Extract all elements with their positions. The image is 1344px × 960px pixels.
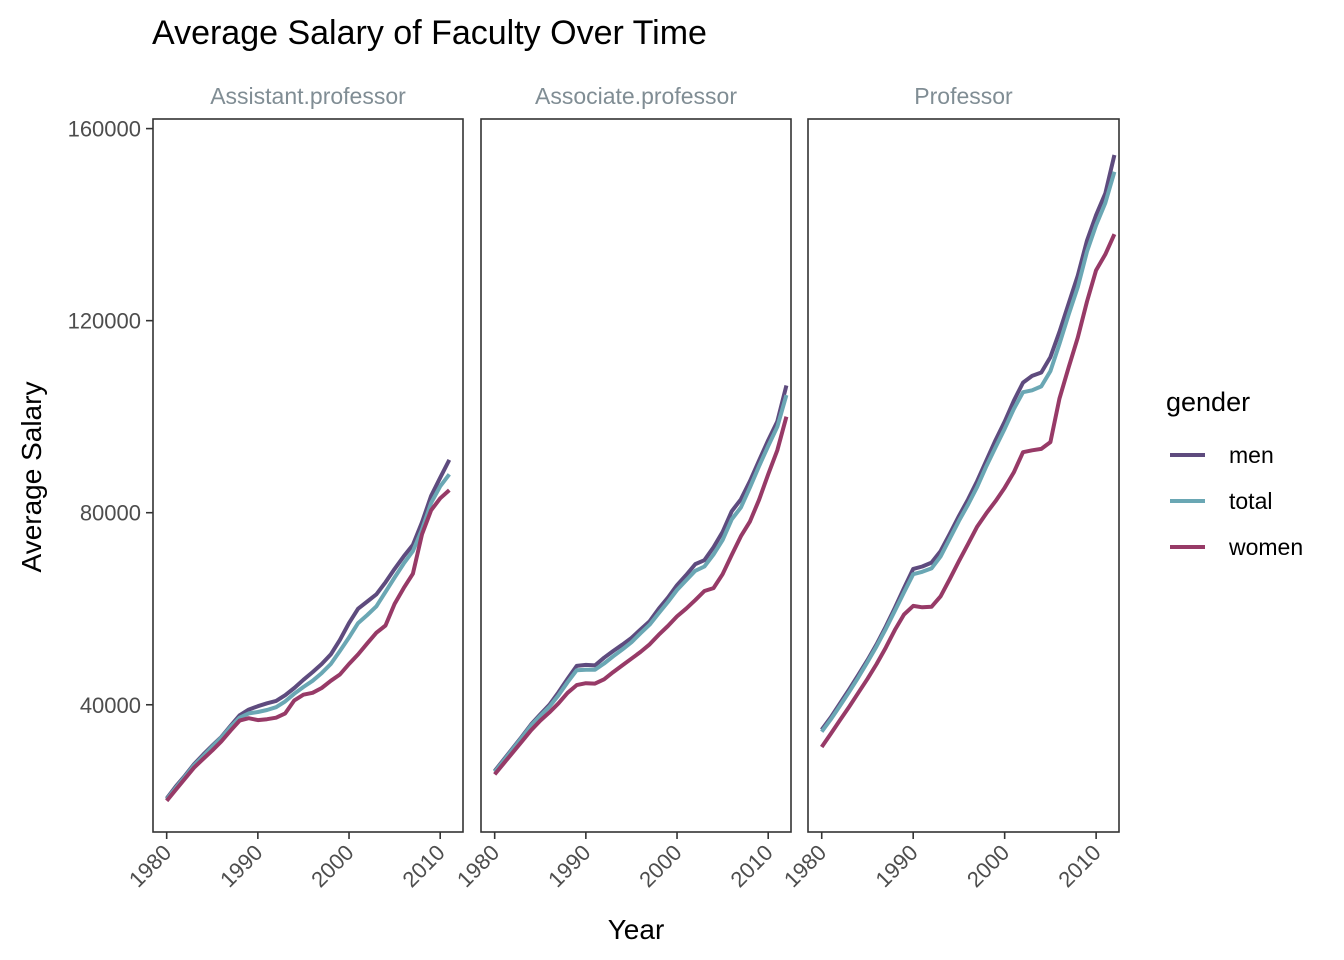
x-tick-label: 1990 <box>215 840 267 892</box>
legend-label: women <box>1228 534 1303 560</box>
facet-panels: Assistant.professor Associate.professor Pr… <box>152 83 1120 833</box>
x-axis-title: Year <box>608 914 665 945</box>
series-line-total <box>820 171 1117 733</box>
y-tick-label: 40000 <box>80 693 141 718</box>
series-line-total <box>165 473 451 801</box>
legend: gender men total women <box>1166 387 1303 560</box>
x-axes: 1980 1990 2000 2010 1980 1990 2000 2010 1980 1990… <box>124 832 1106 892</box>
facet-professor: Professor <box>807 83 1120 833</box>
x-tick-label: 1980 <box>452 840 504 892</box>
facet-strip-label: Assistant.professor <box>210 83 406 109</box>
chart-title: Average Salary of Faculty Over Time <box>152 14 707 52</box>
x-tick-label: 1990 <box>543 840 595 892</box>
legend-item-men: men <box>1170 442 1274 468</box>
series-line-women <box>165 488 451 803</box>
y-tick-label: 120000 <box>68 309 141 334</box>
series-line-women <box>493 416 789 776</box>
facet-assistant-professor: Assistant.professor <box>152 83 464 833</box>
x-tick-label: 2010 <box>1053 840 1105 892</box>
legend-label: men <box>1229 442 1274 468</box>
y-tick-label: 160000 <box>68 117 141 142</box>
panel-border <box>152 118 464 833</box>
facet-associate-professor: Associate.professor <box>480 83 792 833</box>
panel-border <box>480 118 792 833</box>
y-tick-label: 80000 <box>80 501 141 526</box>
y-axis-title: Average Salary <box>16 382 47 573</box>
facet-strip-label: Associate.professor <box>535 83 737 109</box>
legend-item-total: total <box>1170 488 1272 514</box>
x-tick-label: 2010 <box>725 840 777 892</box>
x-tick-label: 2000 <box>306 840 358 892</box>
facet-strip-label: Professor <box>914 83 1013 109</box>
x-tick-label: 1980 <box>779 840 831 892</box>
legend-label: total <box>1229 488 1272 514</box>
series-line-women <box>820 233 1117 749</box>
x-tick-label: 1980 <box>124 840 176 892</box>
y-axis: 40000 80000 120000 160000 <box>68 117 153 718</box>
x-tick-label: 2000 <box>962 840 1014 892</box>
x-tick-label: 2000 <box>634 840 686 892</box>
panel-border <box>807 118 1120 833</box>
x-tick-label: 2010 <box>397 840 449 892</box>
series-line-total <box>493 394 789 774</box>
legend-item-women: women <box>1170 534 1303 560</box>
x-tick-label: 1990 <box>870 840 922 892</box>
legend-title: gender <box>1166 387 1250 417</box>
